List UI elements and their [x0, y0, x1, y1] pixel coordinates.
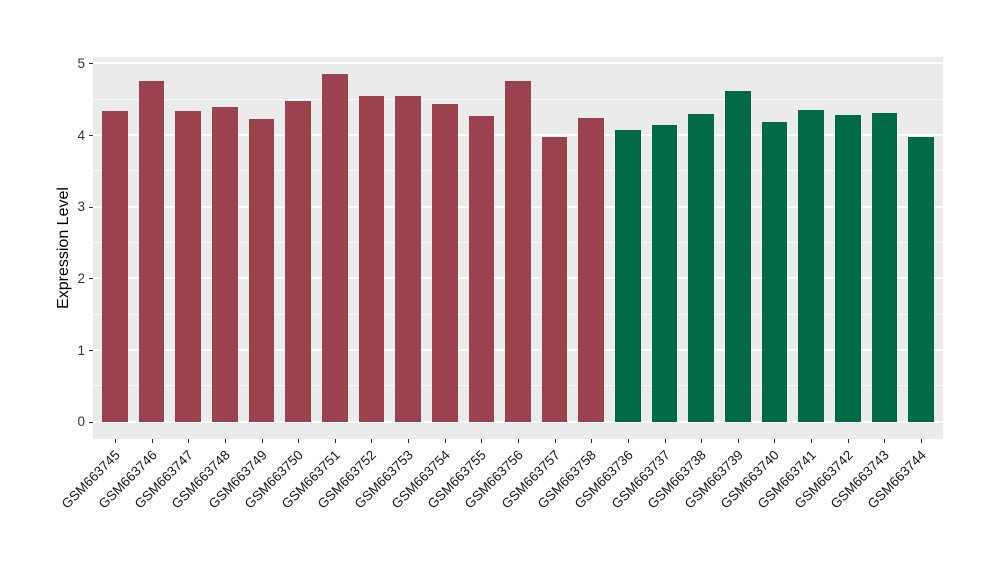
- x-tick-mark: [664, 439, 666, 443]
- bar-GSM663741: [798, 110, 824, 422]
- y-tick-label: 2: [77, 270, 85, 286]
- y-tick-mark: [89, 63, 93, 65]
- y-tick-mark: [89, 350, 93, 352]
- bar-GSM663757: [541, 137, 568, 422]
- x-tick-mark: [774, 439, 776, 443]
- bar-GSM663739: [725, 91, 751, 422]
- plot-panel: [93, 57, 943, 439]
- x-tick-mark: [701, 439, 703, 443]
- bar-GSM663742: [834, 115, 861, 422]
- y-tick-label: 5: [77, 55, 85, 71]
- x-tick-mark: [224, 439, 226, 443]
- x-tick-mark: [444, 439, 446, 443]
- gridline-major: [93, 62, 943, 65]
- bar-GSM663751: [321, 74, 348, 422]
- bar-GSM663756: [505, 80, 531, 422]
- bar-GSM663738: [688, 113, 714, 422]
- x-tick-mark: [591, 439, 593, 443]
- x-tick-mark: [261, 439, 263, 443]
- x-tick-mark: [334, 439, 336, 443]
- bar-GSM663754: [431, 104, 458, 422]
- x-tick-mark: [518, 439, 519, 443]
- bar-GSM663736: [615, 130, 641, 422]
- x-tick-mark: [371, 439, 373, 443]
- y-tick-mark: [89, 206, 93, 208]
- bar-GSM663737: [651, 125, 678, 422]
- bar-GSM663740: [761, 122, 788, 422]
- x-tick-mark: [298, 439, 300, 443]
- x-tick-mark: [847, 439, 849, 443]
- bar-GSM663748: [212, 107, 238, 422]
- x-tick-mark: [921, 439, 923, 443]
- y-tick-label: 4: [77, 127, 85, 143]
- x-tick-mark: [811, 439, 813, 443]
- bar-GSM663744: [908, 136, 934, 422]
- bar-GSM663746: [138, 80, 165, 422]
- bar-GSM663747: [175, 111, 202, 422]
- y-tick-label: 3: [77, 199, 85, 215]
- y-tick-label: 1: [77, 342, 85, 358]
- y-tick-label: 0: [77, 414, 85, 430]
- x-tick-mark: [114, 439, 116, 443]
- y-tick-mark: [89, 278, 93, 280]
- y-tick-mark: [89, 421, 93, 423]
- bar-GSM663753: [395, 96, 421, 422]
- x-tick-mark: [481, 439, 483, 443]
- y-tick-mark: [89, 135, 93, 137]
- x-tick-mark: [884, 439, 886, 443]
- bar-GSM663749: [248, 118, 275, 422]
- x-tick-mark: [188, 439, 190, 443]
- bar-GSM663752: [358, 95, 385, 422]
- x-tick-mark: [554, 439, 556, 443]
- x-tick-mark: [408, 439, 410, 443]
- bar-GSM663758: [578, 117, 605, 422]
- bar-GSM663755: [468, 116, 495, 422]
- x-tick-mark: [151, 439, 153, 443]
- bar-GSM663743: [871, 112, 898, 422]
- bar-GSM663745: [102, 111, 128, 422]
- x-tick-mark: [737, 439, 739, 443]
- gridline-major: [93, 420, 943, 423]
- x-tick-mark: [627, 439, 629, 443]
- bar-GSM663750: [285, 101, 311, 422]
